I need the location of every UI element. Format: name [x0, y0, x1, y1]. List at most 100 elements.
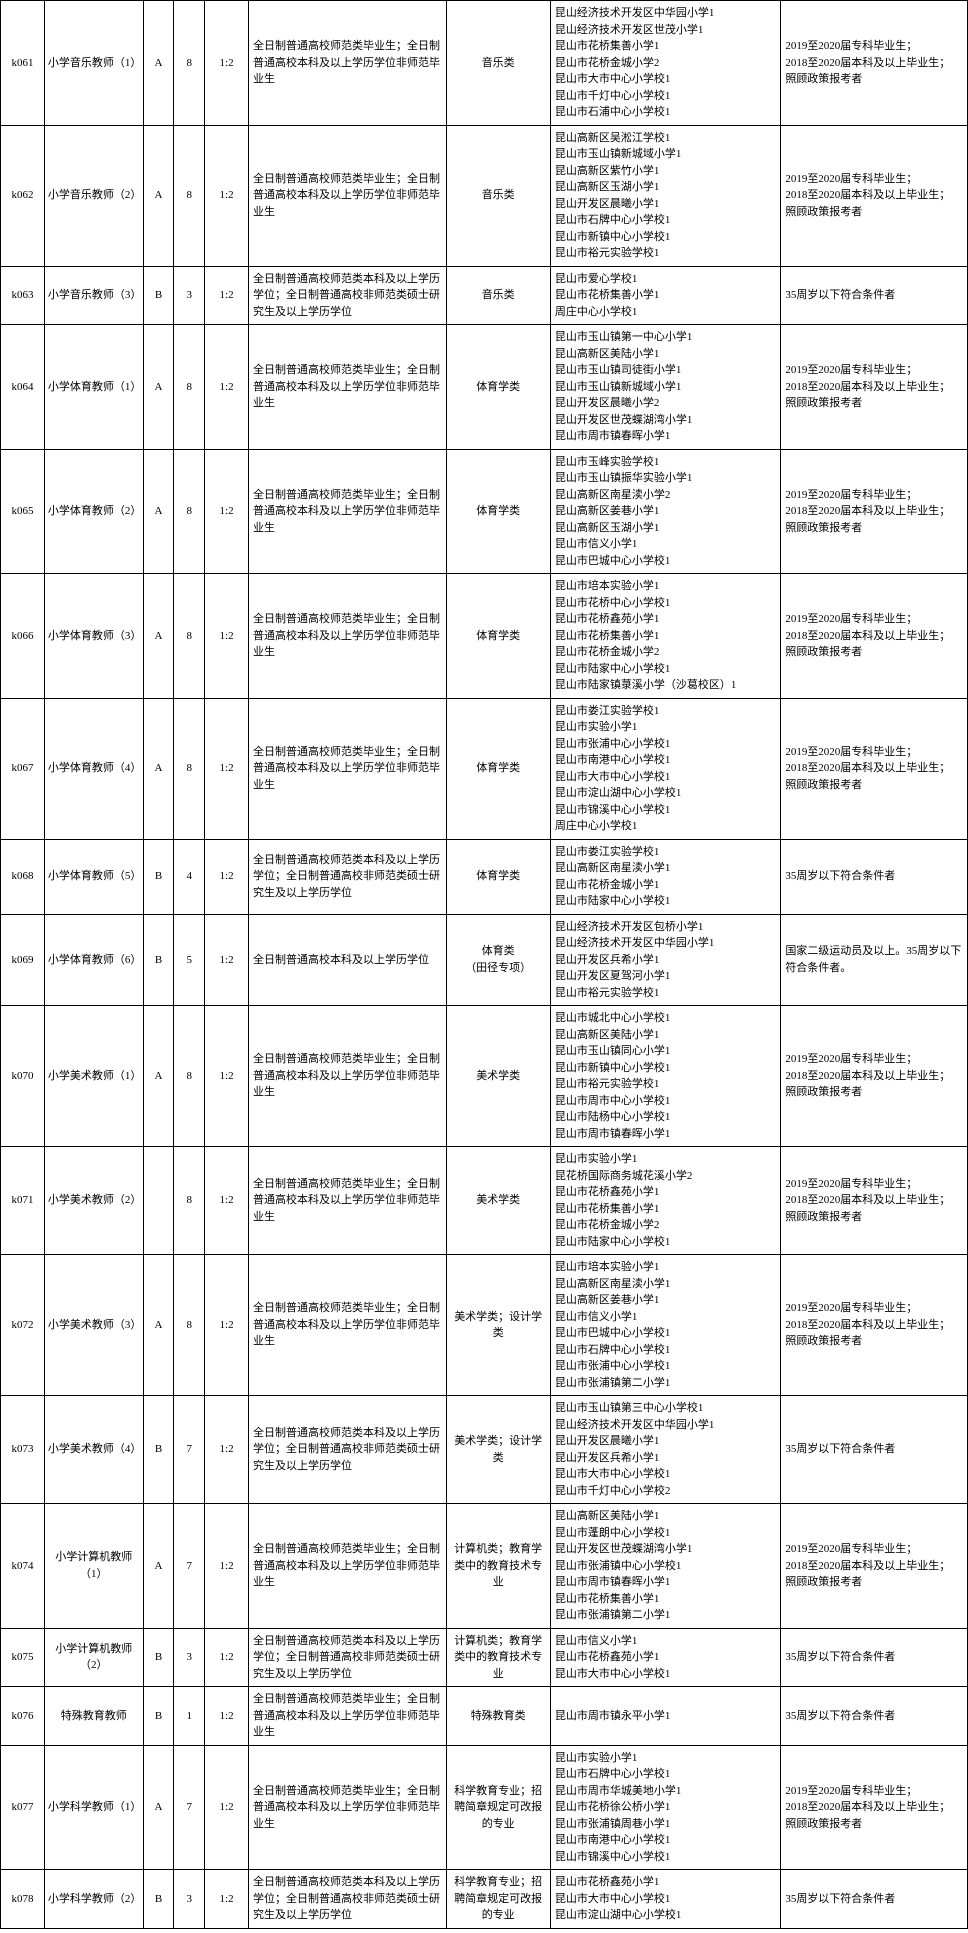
cell: 特殊教育类 — [446, 1687, 550, 1746]
cell: 全日制普通高校师范类毕业生；全日制普通高校本科及以上学历学位非师范毕业生 — [249, 125, 447, 266]
cell: 全日制普通高校师范类毕业生；全日制普通高校本科及以上学历学位非师范毕业生 — [249, 1006, 447, 1147]
cell: 5 — [174, 914, 205, 1006]
cell: 1:2 — [205, 266, 249, 325]
cell: 8 — [174, 1255, 205, 1396]
cell: 1:2 — [205, 1628, 249, 1687]
cell: 1:2 — [205, 574, 249, 699]
cell: 8 — [174, 698, 205, 839]
cell: 小学音乐教师（2） — [44, 125, 143, 266]
table-row: k070小学美术教师（1）A81:2全日制普通高校师范类毕业生；全日制普通高校本… — [1, 1006, 968, 1147]
cell: 1:2 — [205, 125, 249, 266]
cell: k077 — [1, 1745, 45, 1870]
cell: 2019至2020届专科毕业生；2018至2020届本科及以上毕业生；照顾政策报… — [781, 125, 968, 266]
cell: 1:2 — [205, 1687, 249, 1746]
cell: 7 — [174, 1504, 205, 1629]
cell: 全日制普通高校师范类毕业生；全日制普通高校本科及以上学历学位非师范毕业生 — [249, 1147, 447, 1255]
table-row: k073小学美术教师（4）B71:2全日制普通高校师范类本科及以上学历学位；全日… — [1, 1396, 968, 1504]
cell: 小学体育教师（6） — [44, 914, 143, 1006]
cell: 昆山市培本实验小学1昆山高新区南星渎小学1昆山高新区姜巷小学1昆山市信义小学1昆… — [550, 1255, 780, 1396]
cell: 全日制普通高校师范类本科及以上学历学位；全日制普通高校非师范类硕士研究生及以上学… — [249, 1396, 447, 1504]
cell: 35周岁以下符合条件者 — [781, 1870, 968, 1929]
cell: 计算机类；教育学类中的教育技术专业 — [446, 1628, 550, 1687]
cell: 8 — [174, 574, 205, 699]
cell: 1:2 — [205, 839, 249, 914]
cell: 昆山经济技术开发区中华园小学1昆山经济技术开发区世茂小学1昆山市花桥集善小学1昆… — [550, 1, 780, 126]
cell: 2019至2020届专科毕业生；2018至2020届本科及以上毕业生；照顾政策报… — [781, 574, 968, 699]
cell: 2019至2020届专科毕业生；2018至2020届本科及以上毕业生；照顾政策报… — [781, 1255, 968, 1396]
cell: 美术学类 — [446, 1147, 550, 1255]
cell: 8 — [174, 1, 205, 126]
cell: 体育学类 — [446, 839, 550, 914]
cell: 全日制普通高校师范类本科及以上学历学位；全日制普通高校非师范类硕士研究生及以上学… — [249, 1628, 447, 1687]
cell: 3 — [174, 266, 205, 325]
cell: 小学美术教师（2） — [44, 1147, 143, 1255]
cell: 科学教育专业；招聘简章规定可改报的专业 — [446, 1745, 550, 1870]
cell: 小学美术教师（3） — [44, 1255, 143, 1396]
cell: k064 — [1, 325, 45, 450]
cell: 小学体育教师（3） — [44, 574, 143, 699]
cell: k068 — [1, 839, 45, 914]
cell: 3 — [174, 1628, 205, 1687]
cell: 35周岁以下符合条件者 — [781, 1628, 968, 1687]
table-row: k062小学音乐教师（2）A81:2全日制普通高校师范类毕业生；全日制普通高校本… — [1, 125, 968, 266]
table-row: k069小学体育教师（6）B51:2全日制普通高校本科及以上学历学位体育类（田径… — [1, 914, 968, 1006]
cell: 7 — [174, 1745, 205, 1870]
cell: B — [143, 839, 174, 914]
cell: 1:2 — [205, 1255, 249, 1396]
cell: 1:2 — [205, 325, 249, 450]
cell: 全日制普通高校师范类毕业生；全日制普通高校本科及以上学历学位非师范毕业生 — [249, 449, 447, 574]
cell: 体育学类 — [446, 698, 550, 839]
cell: 1:2 — [205, 1870, 249, 1929]
cell: 全日制普通高校师范类本科及以上学历学位；全日制普通高校非师范类硕士研究生及以上学… — [249, 266, 447, 325]
cell: 8 — [174, 449, 205, 574]
cell: 35周岁以下符合条件者 — [781, 1396, 968, 1504]
cell: B — [143, 1687, 174, 1746]
cell: 1:2 — [205, 449, 249, 574]
cell: 小学计算机教师（1） — [44, 1504, 143, 1629]
cell: 昆山市城北中心小学校1昆山高新区美陆小学1昆山市玉山镇同心小学1昆山市新镇中心小… — [550, 1006, 780, 1147]
cell: 8 — [174, 325, 205, 450]
cell: 8 — [174, 1147, 205, 1255]
cell: k063 — [1, 266, 45, 325]
cell: 2019至2020届专科毕业生；2018至2020届本科及以上毕业生；照顾政策报… — [781, 1, 968, 126]
cell: 昆山市周市镇永平小学1 — [550, 1687, 780, 1746]
cell: 全日制普通高校师范类毕业生；全日制普通高校本科及以上学历学位非师范毕业生 — [249, 574, 447, 699]
cell: 昆山市娄江实验学校1昆山市实验小学1昆山市张浦中心小学校1昆山市南港中心小学校1… — [550, 698, 780, 839]
cell: k071 — [1, 1147, 45, 1255]
cell: k073 — [1, 1396, 45, 1504]
cell: 音乐类 — [446, 1, 550, 126]
cell: 全日制普通高校师范类毕业生；全日制普通高校本科及以上学历学位非师范毕业生 — [249, 1255, 447, 1396]
table-row: k061小学音乐教师（1）A81:2全日制普通高校师范类毕业生；全日制普通高校本… — [1, 1, 968, 126]
table-row: k074小学计算机教师（1）A71:2全日制普通高校师范类毕业生；全日制普通高校… — [1, 1504, 968, 1629]
cell: 昆山高新区美陆小学1昆山市蓬朗中心小学校1昆山开发区世茂蝶湖湾小学1昆山市张浦镇… — [550, 1504, 780, 1629]
cell: A — [143, 698, 174, 839]
table-row: k066小学体育教师（3）A81:2全日制普通高校师范类毕业生；全日制普通高校本… — [1, 574, 968, 699]
cell — [143, 1147, 174, 1255]
cell: 音乐类 — [446, 125, 550, 266]
table-row: k071小学美术教师（2）81:2全日制普通高校师范类毕业生；全日制普通高校本科… — [1, 1147, 968, 1255]
cell: 全日制普通高校师范类本科及以上学历学位；全日制普通高校非师范类硕士研究生及以上学… — [249, 1870, 447, 1929]
cell: 小学美术教师（1） — [44, 1006, 143, 1147]
cell: 2019至2020届专科毕业生；2018至2020届本科及以上毕业生；照顾政策报… — [781, 1504, 968, 1629]
cell: 2019至2020届专科毕业生；2018至2020届本科及以上毕业生；照顾政策报… — [781, 1147, 968, 1255]
cell: B — [143, 914, 174, 1006]
cell: 1:2 — [205, 1006, 249, 1147]
cell: A — [143, 1504, 174, 1629]
cell: 小学音乐教师（3） — [44, 266, 143, 325]
cell: 小学体育教师（1） — [44, 325, 143, 450]
cell: 8 — [174, 125, 205, 266]
cell: 昆山经济技术开发区包桥小学1昆山经济技术开发区中华园小学1昆山开发区兵希小学1昆… — [550, 914, 780, 1006]
cell: A — [143, 574, 174, 699]
cell: k070 — [1, 1006, 45, 1147]
cell: 昆山市爱心学校1昆山市花桥集善小学1周庄中心小学校1 — [550, 266, 780, 325]
cell: 全日制普通高校师范类本科及以上学历学位；全日制普通高校非师范类硕士研究生及以上学… — [249, 839, 447, 914]
cell: 昆山市实验小学1昆山市石牌中心小学校1昆山市周市华城美地小学1昆山市花桥徐公桥小… — [550, 1745, 780, 1870]
cell: 体育学类 — [446, 325, 550, 450]
cell: 35周岁以下符合条件者 — [781, 839, 968, 914]
cell: 昆山市实验小学1昆花桥国际商务城花溪小学2昆山市花桥鑫苑小学1昆山市花桥集善小学… — [550, 1147, 780, 1255]
cell: A — [143, 449, 174, 574]
cell: 2019至2020届专科毕业生；2018至2020届本科及以上毕业生；照顾政策报… — [781, 449, 968, 574]
cell: 昆山市花桥鑫苑小学1昆山市大市中心小学校1昆山市淀山湖中心小学校1 — [550, 1870, 780, 1929]
cell: 全日制普通高校师范类毕业生；全日制普通高校本科及以上学历学位非师范毕业生 — [249, 1745, 447, 1870]
cell: 小学美术教师（4） — [44, 1396, 143, 1504]
